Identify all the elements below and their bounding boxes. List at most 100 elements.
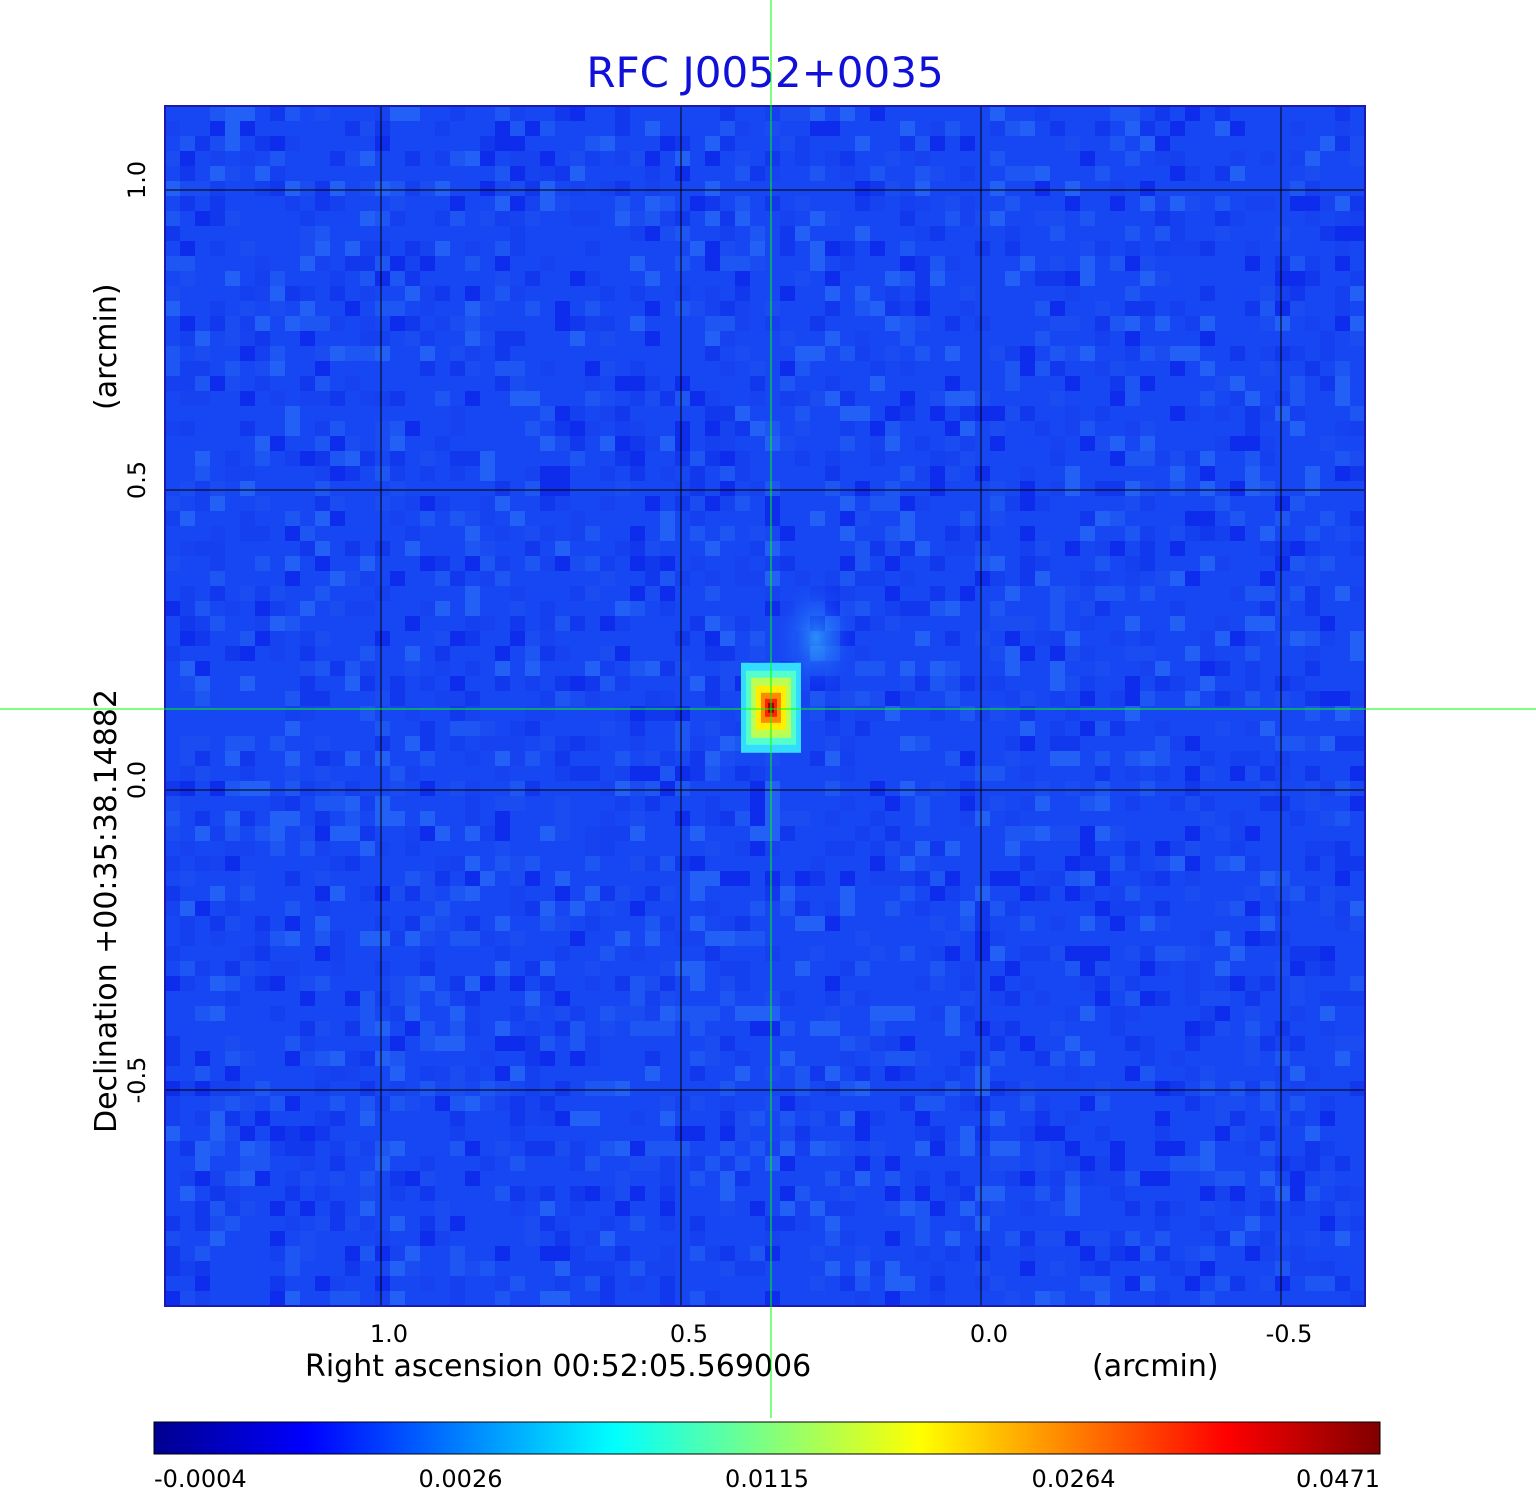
x-tick-label: 0.5 bbox=[670, 1320, 708, 1348]
noise-pixel bbox=[345, 451, 360, 466]
noise-pixel bbox=[1200, 1201, 1215, 1216]
noise-pixel bbox=[825, 376, 840, 391]
noise-pixel bbox=[1125, 946, 1140, 961]
noise-pixel bbox=[1065, 1186, 1080, 1201]
noise-pixel bbox=[210, 916, 225, 931]
noise-pixel bbox=[210, 541, 225, 556]
noise-pixel bbox=[1035, 781, 1050, 796]
noise-pixel bbox=[810, 916, 825, 931]
noise-pixel bbox=[1215, 901, 1230, 916]
noise-pixel bbox=[495, 1081, 510, 1096]
noise-pixel bbox=[210, 781, 225, 796]
noise-pixel bbox=[315, 391, 330, 406]
noise-pixel bbox=[930, 1081, 945, 1096]
noise-pixel bbox=[1065, 586, 1080, 601]
noise-pixel bbox=[915, 1201, 930, 1216]
noise-pixel bbox=[705, 346, 720, 361]
noise-pixel bbox=[420, 826, 435, 841]
noise-pixel bbox=[1140, 136, 1155, 151]
noise-pixel bbox=[1305, 631, 1320, 646]
noise-pixel bbox=[1065, 346, 1080, 361]
noise-pixel bbox=[240, 511, 255, 526]
noise-pixel bbox=[795, 196, 810, 211]
noise-pixel bbox=[990, 496, 1005, 511]
noise-pixel bbox=[600, 1141, 615, 1156]
noise-pixel bbox=[870, 691, 885, 706]
noise-pixel bbox=[180, 376, 195, 391]
y-axis-label: Declination +00:35:38.14882 bbox=[89, 689, 124, 1133]
noise-pixel bbox=[240, 121, 255, 136]
noise-pixel bbox=[990, 151, 1005, 166]
noise-pixel bbox=[795, 151, 810, 166]
noise-pixel bbox=[900, 841, 915, 856]
noise-pixel bbox=[600, 391, 615, 406]
noise-pixel bbox=[720, 331, 735, 346]
noise-pixel bbox=[270, 361, 285, 376]
noise-pixel bbox=[810, 256, 825, 271]
noise-pixel bbox=[960, 196, 975, 211]
noise-pixel bbox=[165, 226, 180, 241]
noise-pixel bbox=[405, 661, 420, 676]
noise-pixel bbox=[720, 661, 735, 676]
noise-pixel bbox=[915, 736, 930, 751]
noise-pixel bbox=[405, 1246, 420, 1261]
noise-pixel bbox=[870, 376, 885, 391]
noise-pixel bbox=[1245, 721, 1260, 736]
noise-pixel bbox=[930, 676, 945, 691]
noise-pixel bbox=[900, 1036, 915, 1051]
noise-pixel bbox=[1065, 646, 1080, 661]
noise-pixel bbox=[945, 871, 960, 886]
noise-pixel bbox=[735, 1171, 750, 1186]
noise-pixel bbox=[1215, 376, 1230, 391]
noise-pixel bbox=[810, 946, 825, 961]
noise-pixel bbox=[915, 1111, 930, 1126]
noise-pixel bbox=[1110, 691, 1125, 706]
noise-pixel bbox=[405, 496, 420, 511]
noise-pixel bbox=[300, 376, 315, 391]
noise-pixel bbox=[510, 331, 525, 346]
noise-pixel bbox=[795, 811, 810, 826]
noise-pixel bbox=[765, 586, 780, 601]
noise-pixel bbox=[885, 601, 900, 616]
noise-pixel bbox=[270, 436, 285, 451]
noise-pixel bbox=[450, 571, 465, 586]
noise-pixel bbox=[495, 526, 510, 541]
noise-pixel bbox=[465, 916, 480, 931]
noise-pixel bbox=[525, 466, 540, 481]
noise-pixel bbox=[1245, 1021, 1260, 1036]
noise-pixel bbox=[720, 1096, 735, 1111]
noise-pixel bbox=[375, 241, 390, 256]
noise-pixel bbox=[1065, 1201, 1080, 1216]
noise-pixel bbox=[1350, 271, 1365, 286]
noise-pixel bbox=[1260, 1246, 1275, 1261]
noise-pixel bbox=[240, 1201, 255, 1216]
noise-pixel bbox=[1320, 1006, 1335, 1021]
noise-pixel bbox=[945, 421, 960, 436]
noise-pixel bbox=[1155, 346, 1170, 361]
noise-pixel bbox=[1200, 1216, 1215, 1231]
noise-pixel bbox=[510, 631, 525, 646]
noise-pixel bbox=[1320, 961, 1335, 976]
noise-pixel bbox=[1035, 541, 1050, 556]
noise-pixel bbox=[780, 1186, 795, 1201]
noise-pixel bbox=[570, 166, 585, 181]
noise-pixel bbox=[840, 1051, 855, 1066]
noise-pixel bbox=[480, 466, 495, 481]
noise-pixel bbox=[165, 1216, 180, 1231]
noise-pixel bbox=[885, 271, 900, 286]
noise-pixel bbox=[705, 586, 720, 601]
noise-pixel bbox=[660, 1201, 675, 1216]
noise-pixel bbox=[495, 331, 510, 346]
noise-pixel bbox=[465, 316, 480, 331]
noise-pixel bbox=[690, 301, 705, 316]
noise-pixel bbox=[450, 691, 465, 706]
noise-pixel bbox=[900, 541, 915, 556]
noise-pixel bbox=[720, 1246, 735, 1261]
noise-pixel bbox=[555, 1276, 570, 1291]
noise-pixel bbox=[450, 1141, 465, 1156]
noise-pixel bbox=[840, 1141, 855, 1156]
noise-pixel bbox=[255, 496, 270, 511]
noise-pixel bbox=[315, 1111, 330, 1126]
noise-pixel bbox=[705, 421, 720, 436]
noise-pixel bbox=[1140, 196, 1155, 211]
